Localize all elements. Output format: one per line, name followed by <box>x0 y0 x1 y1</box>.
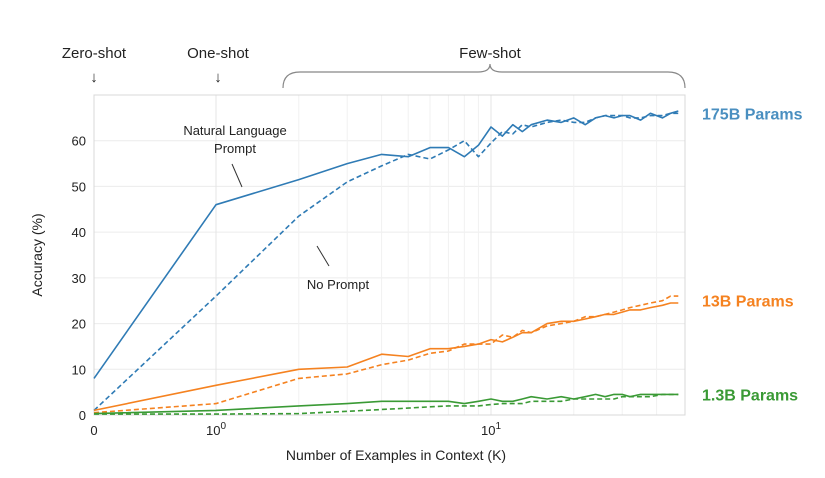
x-tick-label: 101 <box>481 421 501 438</box>
series-label-1-3b-params: 1.3B Params <box>702 387 798 404</box>
x-axis-ticks: 0 100 101 <box>90 421 501 438</box>
x-tick-label: 100 <box>206 421 226 438</box>
one-shot-arrow-icon: ↓ <box>214 69 222 86</box>
natural-language-pointer <box>231 163 243 188</box>
natural-language-annotation-line2: Prompt <box>214 141 256 156</box>
zero-shot-label: Zero-shot <box>62 45 127 62</box>
series-label-13b-params: 13B Params <box>702 294 794 311</box>
one-shot-label: One-shot <box>187 45 250 62</box>
series-line-1-3b-params-dashed <box>94 393 679 415</box>
series-labels: 175B Params 13B Params 1.3B Params <box>702 106 803 404</box>
y-tick-label: 0 <box>79 408 86 423</box>
series-label-175b-params: 175B Params <box>702 106 803 123</box>
y-tick-label: 50 <box>72 179 86 194</box>
natural-language-annotation-line1: Natural Language <box>183 123 286 138</box>
y-tick-label: 40 <box>72 225 86 240</box>
no-prompt-annotation: No Prompt <box>307 277 370 292</box>
y-tick-label: 60 <box>72 134 86 149</box>
y-tick-label: 10 <box>72 362 86 377</box>
y-axis-ticks: 0 10 20 30 40 50 60 <box>72 134 86 423</box>
y-axis-label: Accuracy (%) <box>29 213 45 296</box>
zero-shot-arrow-icon: ↓ <box>90 69 98 86</box>
series-line-1-3b-params-solid <box>93 393 679 415</box>
plot-frame <box>93 94 686 416</box>
series-line-175b-params-dashed <box>93 112 679 411</box>
series-line-13b-params-solid <box>93 302 679 412</box>
series-line-13b-params-dashed <box>93 295 679 414</box>
y-tick-label: 30 <box>72 271 86 286</box>
grid-lines <box>93 95 685 416</box>
y-tick-label: 20 <box>72 317 86 332</box>
few-shot-brace-icon <box>282 63 686 89</box>
series-line-175b-params-solid <box>93 110 679 379</box>
series-lines <box>93 110 679 415</box>
few-shot-label: Few-shot <box>459 45 522 62</box>
x-tick-label: 0 <box>90 423 97 438</box>
no-prompt-pointer <box>316 245 330 267</box>
x-axis-label: Number of Examples in Context (K) <box>286 447 506 463</box>
